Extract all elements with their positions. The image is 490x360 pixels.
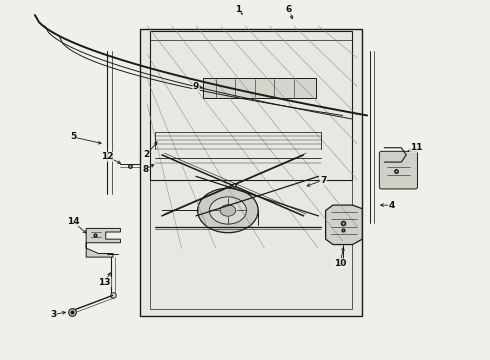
Text: 2: 2 <box>143 150 149 159</box>
FancyBboxPatch shape <box>379 151 417 189</box>
Text: 13: 13 <box>98 278 111 287</box>
Text: 12: 12 <box>101 152 114 161</box>
Text: 4: 4 <box>389 201 395 210</box>
Circle shape <box>209 197 246 224</box>
Text: 1: 1 <box>235 5 241 14</box>
Circle shape <box>220 205 236 216</box>
Text: 14: 14 <box>67 217 79 226</box>
Text: 7: 7 <box>320 176 326 185</box>
Text: 6: 6 <box>286 5 292 14</box>
Polygon shape <box>326 205 362 244</box>
Text: 3: 3 <box>50 310 56 319</box>
Text: 10: 10 <box>334 259 346 268</box>
Text: 11: 11 <box>410 143 422 152</box>
Circle shape <box>197 188 258 233</box>
Polygon shape <box>86 228 121 257</box>
Text: 9: 9 <box>193 82 199 91</box>
Text: 8: 8 <box>142 165 148 174</box>
FancyBboxPatch shape <box>140 30 362 316</box>
FancyBboxPatch shape <box>203 78 316 98</box>
Text: 5: 5 <box>70 132 76 141</box>
